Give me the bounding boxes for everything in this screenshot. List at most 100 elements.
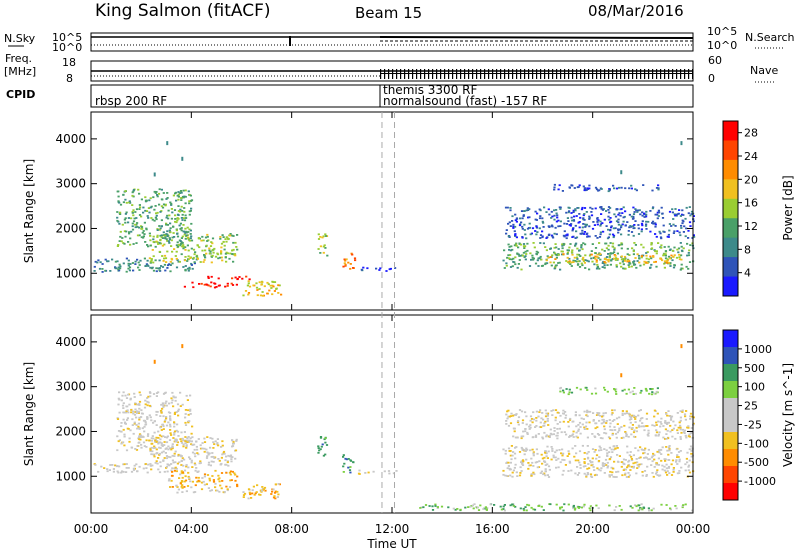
power-scatter-cell <box>512 257 515 260</box>
power-scatter-cell <box>125 211 128 214</box>
velocity-scatter-cell <box>149 450 152 453</box>
velocity-scatter-cell <box>643 429 646 432</box>
velocity-scatter-point <box>620 373 623 378</box>
power-scatter-cell <box>166 267 169 269</box>
power-scatter-cell <box>586 232 589 235</box>
velocity-scatter-cell <box>653 458 656 461</box>
power-scatter-cell <box>160 225 163 227</box>
power-colorbar-segment <box>723 257 738 278</box>
velocity-scatter-cell <box>544 420 547 423</box>
power-scatter-cell <box>581 264 584 267</box>
velocity-scatter-cell <box>164 402 167 405</box>
power-scatter-cell <box>553 246 556 249</box>
power-scatter-cell <box>605 247 608 250</box>
velocity-scatter-cell <box>687 464 691 467</box>
velocity-scatter-cell <box>189 437 192 440</box>
velocity-scatter-cell <box>165 417 168 420</box>
power-scatter-cell <box>378 269 381 271</box>
nsky-label: N.Sky <box>4 32 36 45</box>
velocity-scatter-cell <box>242 496 245 498</box>
velocity-scatter-cell <box>171 391 174 394</box>
power-scatter-cell <box>559 268 562 271</box>
power-scatter-cell <box>663 231 666 233</box>
velocity-scatter-cell <box>571 447 574 450</box>
velocity-scatter-cell <box>647 434 650 437</box>
velocity-scatter-cell <box>184 479 188 482</box>
velocity-scatter-cell <box>530 474 533 477</box>
velocity-scatter-cell <box>627 476 630 478</box>
power-scatter-cell <box>606 237 610 240</box>
velocity-scatter-cell <box>156 440 159 442</box>
power-scatter-cell <box>595 267 599 270</box>
power-scatter-cell <box>617 223 620 226</box>
power-scatter-cell <box>248 278 251 281</box>
power-scatter-cell <box>509 249 512 252</box>
velocity-scatter-cell <box>467 506 470 508</box>
velocity-scatter-cell <box>199 444 202 447</box>
power-scatter-cell <box>349 267 352 270</box>
velocity-scatter-cell <box>211 437 214 440</box>
power-scatter-cell <box>584 243 587 246</box>
velocity-colorbar-segment <box>723 398 738 416</box>
power-scatter-cell <box>178 224 181 227</box>
power-scatter-cell <box>104 269 107 272</box>
velocity-scatter-cell <box>544 474 547 477</box>
velocity-scatter-cell <box>647 458 650 461</box>
velocity-scatter-cell <box>634 447 637 449</box>
power-scatter-cell <box>553 218 556 221</box>
power-scatter-cell <box>555 233 558 236</box>
velocity-scatter-cell <box>524 506 527 508</box>
power-scatter-cell <box>138 234 141 237</box>
velocity-scatter-cell <box>512 505 515 507</box>
power-scatter-cell <box>649 255 652 258</box>
velocity-scatter-cell <box>222 450 226 453</box>
velocity-scatter-cell <box>660 503 663 506</box>
velocity-scatter-cell <box>589 509 592 512</box>
velocity-scatter-cell <box>180 472 183 474</box>
power-scatter-cell <box>127 264 130 267</box>
velocity-scatter-cell <box>641 422 644 424</box>
velocity-scatter-cell <box>170 401 173 404</box>
velocity-scatter-cell <box>120 425 123 428</box>
velocity-colorbar-segment <box>723 330 738 348</box>
power-scatter-cell <box>132 190 135 193</box>
velocity-scatter-cell <box>522 460 525 463</box>
power-scatter-cell <box>122 201 125 204</box>
velocity-scatter-cell <box>177 455 180 457</box>
power-scatter-cell <box>618 186 621 189</box>
velocity-scatter-cell <box>601 437 604 440</box>
power-scatter-cell <box>168 214 171 217</box>
power-scatter-cell <box>672 232 675 234</box>
velocity-scatter-cell <box>513 466 516 469</box>
velocity-scatter-cell <box>621 412 624 415</box>
velocity-scatter-cell <box>612 448 616 451</box>
power-scatter-cell <box>553 183 556 186</box>
velocity-scatter-cell <box>690 452 693 455</box>
power-scatter-cell <box>234 241 237 244</box>
velocity-scatter-cell <box>545 452 548 455</box>
velocity-scatter-cell <box>224 463 227 466</box>
velocity-scatter-cell <box>108 469 111 471</box>
velocity-scatter-cell <box>250 497 253 499</box>
velocity-scatter-cell <box>165 424 169 427</box>
power-scatter-cell <box>577 260 580 263</box>
power-scatter-cell <box>123 230 126 233</box>
power-y-axis-label: Slant Range [km] <box>22 159 36 263</box>
power-scatter-cell <box>553 209 556 212</box>
velocity-scatter-cell <box>516 421 520 424</box>
velocity-scatter-cell <box>670 415 674 418</box>
velocity-scatter-cell <box>190 461 193 464</box>
power-scatter-cell <box>614 255 617 257</box>
velocity-scatter-cell <box>191 466 194 468</box>
velocity-scatter-cell <box>126 409 129 412</box>
velocity-scatter-cell <box>559 506 562 509</box>
power-scatter-cell <box>163 257 166 260</box>
velocity-scatter-cell <box>574 445 577 447</box>
velocity-scatter-cell <box>561 448 564 451</box>
velocity-scatter-cell <box>564 464 567 466</box>
power-scatter-cell <box>175 229 178 232</box>
velocity-scatter-cell <box>621 474 624 477</box>
power-scatter-cell <box>632 206 635 209</box>
power-scatter-cell <box>626 253 629 256</box>
velocity-scatter-cell <box>628 459 631 462</box>
